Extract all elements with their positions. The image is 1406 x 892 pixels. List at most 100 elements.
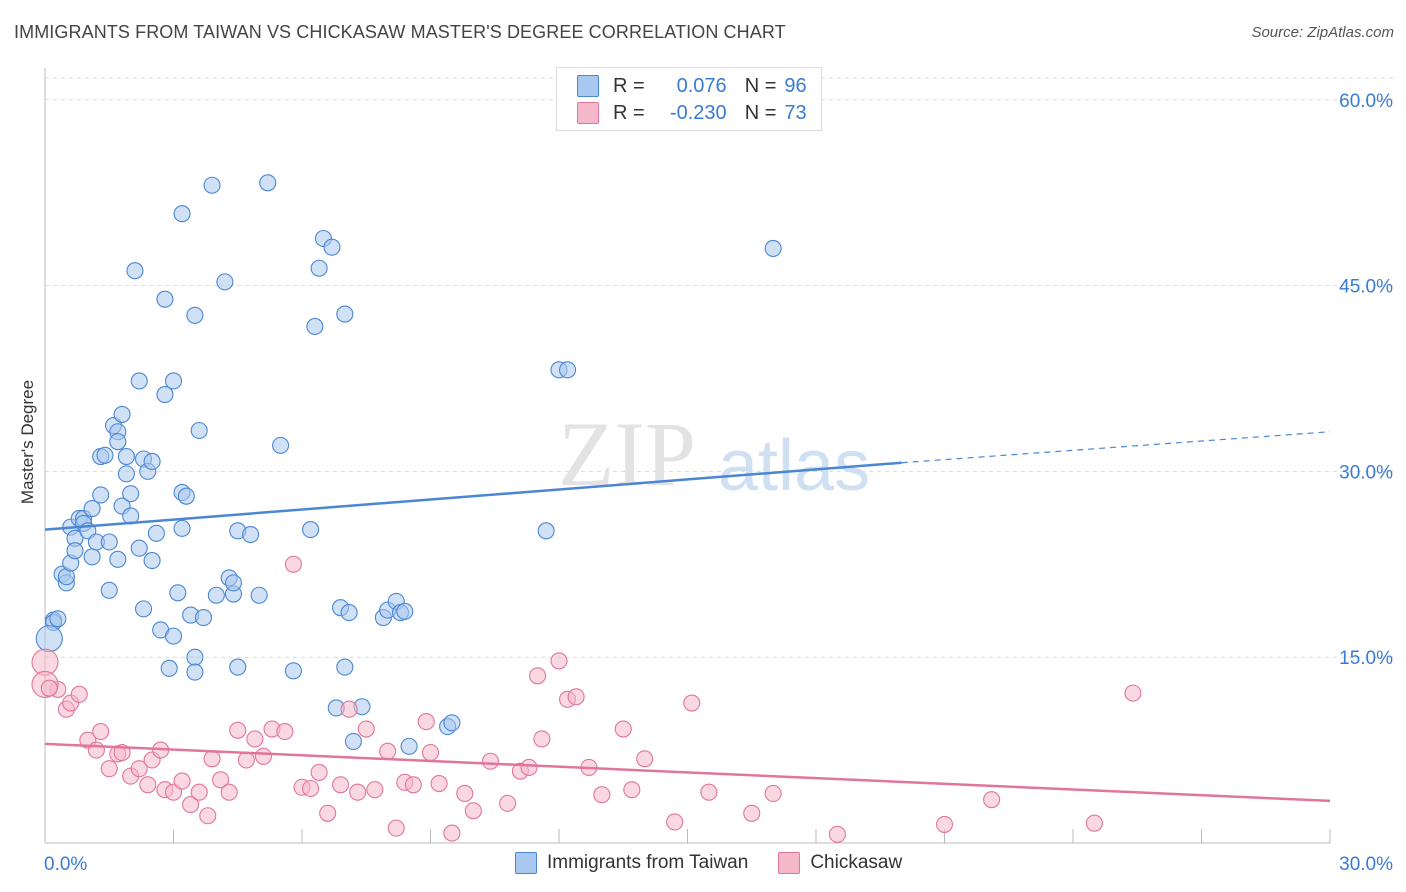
data-point: [306, 317, 324, 336]
data-point: [764, 239, 782, 257]
trend-line-1: [44, 742, 1331, 803]
data-point: [186, 648, 204, 666]
data-point: [983, 791, 1001, 809]
data-point: [443, 824, 461, 842]
data-point: [186, 306, 204, 324]
data-point: [331, 776, 350, 794]
data-point: [387, 819, 405, 837]
data-point: [614, 720, 632, 738]
data-point: [207, 586, 225, 604]
data-point: [550, 652, 568, 670]
data-point: [109, 550, 127, 568]
series-taiwan-points: [35, 174, 782, 755]
data-point: [100, 533, 118, 551]
data-point: [190, 421, 208, 440]
data-point: [250, 586, 268, 604]
data-point: [533, 730, 551, 748]
legend-swatch-taiwan: [515, 852, 537, 874]
data-point: [559, 361, 577, 379]
data-point: [182, 796, 200, 814]
data-point: [537, 522, 555, 540]
legend-n-value-taiwan: 96: [784, 74, 807, 97]
data-point: [481, 752, 500, 770]
legend-n-label: N =: [744, 74, 777, 97]
data-point: [623, 781, 641, 799]
data-point: [156, 386, 174, 404]
data-point: [636, 750, 654, 768]
data-point: [456, 784, 474, 803]
x-tick-label-max: 30.0%: [1339, 854, 1393, 875]
gridlines: [45, 77, 1395, 658]
data-point: [92, 486, 110, 504]
data-point: [216, 273, 234, 291]
data-point: [194, 609, 213, 627]
data-point: [310, 763, 328, 781]
watermark-zip: ZIP: [558, 403, 696, 505]
legend-r-value-taiwan: 0.076: [676, 74, 727, 97]
data-point: [935, 815, 954, 833]
data-point: [173, 519, 191, 537]
data-point: [828, 825, 846, 843]
data-point: [229, 658, 247, 676]
data-point: [666, 813, 684, 831]
data-point: [92, 722, 110, 741]
data-point: [139, 776, 157, 794]
data-point: [220, 783, 238, 801]
data-point: [49, 610, 67, 628]
data-point: [254, 747, 273, 765]
data-point: [520, 758, 538, 776]
data-point: [122, 485, 140, 503]
data-point: [349, 783, 367, 801]
data-point: [173, 772, 191, 790]
trend-line-0: [44, 461, 902, 531]
data-point: [164, 627, 183, 645]
data-point: [130, 372, 148, 390]
data-point: [87, 741, 105, 759]
y-axis-label: Master's Degree: [18, 380, 37, 504]
data-point: [284, 555, 302, 573]
data-point: [160, 659, 178, 677]
trend-extension-0: [901, 431, 1331, 464]
data-point: [1124, 684, 1142, 702]
data-point: [246, 730, 264, 748]
data-point: [302, 779, 320, 798]
data-point: [237, 751, 255, 769]
data-point: [340, 604, 358, 622]
legend-label-chickasaw: Chickasaw: [810, 852, 903, 873]
y-tick-label: 15.0%: [1339, 648, 1393, 669]
data-point: [117, 447, 135, 466]
data-point: [404, 776, 422, 794]
legend-row-chickasaw: R = -0.230 N = 73: [577, 101, 807, 125]
data-point: [593, 786, 611, 804]
data-point: [529, 667, 547, 685]
data-point: [396, 602, 414, 620]
data-point: [443, 714, 461, 732]
data-point: [379, 742, 397, 760]
legend-swatch-chickasaw: [778, 852, 801, 874]
data-point: [357, 720, 375, 738]
data-point: [310, 259, 328, 277]
data-point: [336, 658, 354, 676]
legend-r-label: R =: [613, 101, 645, 124]
data-point: [400, 737, 418, 755]
data-point: [764, 784, 782, 803]
data-point: [164, 372, 183, 390]
data-point: [336, 305, 354, 323]
data-point: [276, 722, 294, 741]
data-point: [1085, 814, 1103, 832]
chart-title: IMMIGRANTS FROM TAIWAN VS CHICKASAW MAST…: [14, 22, 786, 42]
data-point: [109, 433, 127, 451]
data-point: [186, 663, 204, 681]
axes: [44, 68, 1331, 844]
data-point: [302, 521, 320, 539]
y-tick-labels: 15.0% 30.0% 45.0% 60.0%: [1339, 91, 1393, 669]
legend-r-label: R =: [613, 74, 645, 97]
data-point: [743, 804, 761, 822]
x-tick-label-min: 0.0%: [44, 854, 87, 875]
series-legend: Immigrants from Taiwan Chickasaw: [515, 852, 902, 874]
legend-swatch-chickasaw: [577, 102, 599, 124]
data-point: [130, 539, 148, 557]
data-point: [190, 783, 208, 801]
data-point: [421, 744, 440, 762]
y-tick-label: 30.0%: [1339, 462, 1393, 483]
